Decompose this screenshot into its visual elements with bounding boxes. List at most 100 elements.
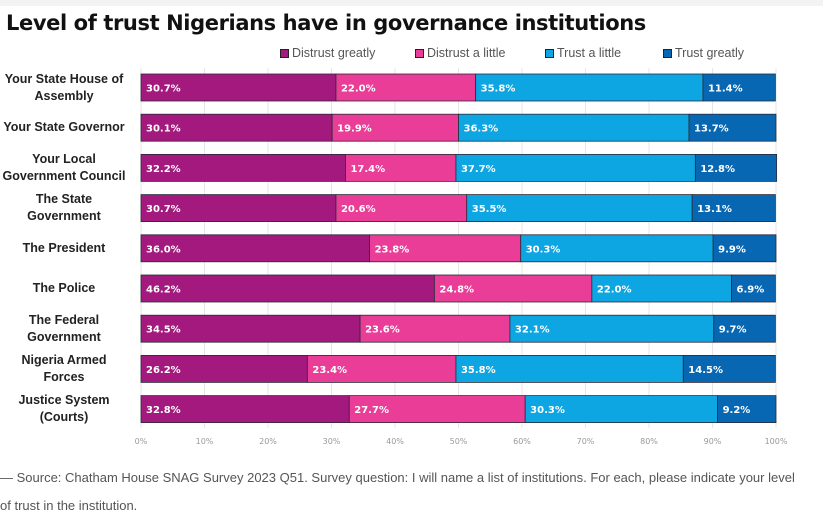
bar-value-label: 23.6% [365, 325, 400, 336]
bar-value-label: 23.8% [375, 244, 410, 255]
y-category-label: Your Local Government Council [0, 151, 128, 185]
bar-segment [712, 234, 777, 263]
bar-segment [369, 234, 522, 263]
y-category-label: Nigeria Armed Forces [0, 352, 128, 386]
x-tick-label: 60% [513, 437, 531, 446]
x-tick-label: 70% [577, 437, 595, 446]
bar-segment [140, 153, 346, 182]
bar-segment [702, 73, 776, 102]
bar-value-label: 13.1% [697, 204, 732, 215]
bar-value-label: 36.3% [464, 124, 499, 135]
bar-value-label: 22.0% [341, 84, 376, 95]
legend-label: Distrust a little [427, 46, 506, 60]
y-category-label-line: (Courts) [39, 410, 89, 425]
y-category-label: The Police [0, 280, 128, 297]
bar-value-label: 9.9% [718, 244, 746, 255]
y-category-label-line: Your Local [32, 151, 96, 166]
bar-value-label: 11.4% [708, 84, 743, 95]
bar-value-label: 9.7% [719, 325, 747, 336]
x-tick-label: 10% [196, 437, 214, 446]
bar-segment [455, 153, 696, 182]
y-category-label-line: Your State Governor [3, 120, 125, 135]
bar-segment [717, 395, 777, 424]
legend-label: Distrust greatly [292, 46, 376, 60]
legend-item-distrust-greatly: Distrust greatly [280, 46, 415, 60]
bar-value-label: 19.9% [337, 124, 372, 135]
y-category-label-line: Your State House of [4, 71, 124, 86]
bar-segment [466, 194, 693, 223]
legend-item-trust-greatly: Trust greatly [663, 46, 744, 60]
legend-swatch [415, 48, 424, 58]
x-tick-label: 90% [704, 437, 722, 446]
bar-segment [731, 274, 776, 303]
y-category-label-line: Justice System [18, 393, 110, 408]
bar-segment [359, 314, 511, 343]
y-category-label-line: The President [22, 240, 106, 255]
y-category-label-line: Government [27, 209, 101, 224]
x-tick-label: 80% [640, 437, 658, 446]
top-bar [0, 0, 823, 6]
y-category-label-line: The State [35, 192, 93, 207]
y-category-label: Justice System (Courts) [0, 392, 128, 426]
bar-value-label: 20.6% [341, 204, 376, 215]
bar-value-label: 32.8% [146, 405, 181, 416]
bar-value-label: 30.7% [146, 84, 181, 95]
bar-value-label: 30.3% [530, 405, 565, 416]
y-category-label-line: The Federal [28, 312, 100, 327]
x-tick-label: 40% [386, 437, 404, 446]
bar-value-label: 6.9% [737, 285, 765, 296]
bar-value-label: 35.8% [481, 84, 516, 95]
legend-swatch [545, 48, 554, 58]
bar-value-label: 9.2% [723, 405, 751, 416]
bar-segment [458, 113, 690, 142]
y-category-label: The State Government [0, 191, 128, 225]
legend-swatch [280, 48, 289, 58]
bar-segment [345, 153, 457, 182]
bar-value-label: 13.7% [694, 124, 729, 135]
bar-value-label: 14.5% [688, 365, 723, 376]
bar-value-label: 12.8% [700, 164, 735, 175]
bar-value-label: 30.3% [526, 244, 561, 255]
legend: Distrust greatly Distrust a little Trust… [280, 46, 744, 60]
bar-segment [140, 395, 350, 424]
bar-segment [140, 314, 361, 343]
bar-segment [140, 234, 371, 263]
y-category-label-line: Nigeria Armed [21, 352, 107, 367]
bar-value-label: 22.0% [597, 285, 632, 296]
bar-value-label: 17.4% [350, 164, 385, 175]
x-tick-label: 100% [765, 437, 788, 446]
bar-segment [331, 113, 459, 142]
bar-value-label: 23.4% [312, 365, 347, 376]
bar-segment [140, 274, 435, 303]
y-category-label-line: The Police [32, 281, 96, 295]
bar-value-label: 37.7% [461, 164, 496, 175]
y-category-label-line: Government Council [2, 168, 126, 183]
y-category-label-line: Assembly [34, 88, 94, 103]
x-tick-label: 50% [450, 437, 468, 446]
bar-value-label: 27.7% [354, 405, 389, 416]
legend-label: Trust a little [557, 46, 622, 60]
bar-value-label: 32.1% [515, 325, 550, 336]
bar-value-label: 34.5% [146, 325, 181, 336]
x-tick-label: 0% [135, 437, 148, 446]
bar-segment [691, 194, 776, 223]
bar-value-label: 46.2% [146, 285, 181, 296]
bar-segment [140, 113, 333, 142]
y-category-label: Your State House of Assembly [0, 71, 128, 105]
bar-segment [335, 73, 477, 102]
bar-value-label: 36.0% [146, 244, 181, 255]
bar-value-label: 30.7% [146, 204, 181, 215]
bar-segment [433, 274, 593, 303]
bar-segment [140, 354, 308, 383]
bar-segment [335, 194, 468, 223]
y-category-label-line: Forces [43, 369, 85, 384]
legend-swatch [663, 48, 672, 58]
y-category-label: Your State Governor [0, 119, 128, 136]
y-category-label-line: Government [27, 329, 101, 344]
y-category-label: The Federal Government [0, 312, 128, 346]
bar-segment [688, 113, 777, 142]
bar-value-label: 24.8% [439, 285, 474, 296]
bar-segment [713, 314, 776, 343]
stacked-bar-chart: 0% 10% 20% 30% 40% 50% 60% 70% 80% 90% 100% 30.7% 22… [135, 68, 788, 446]
x-tick-label: 20% [259, 437, 277, 446]
